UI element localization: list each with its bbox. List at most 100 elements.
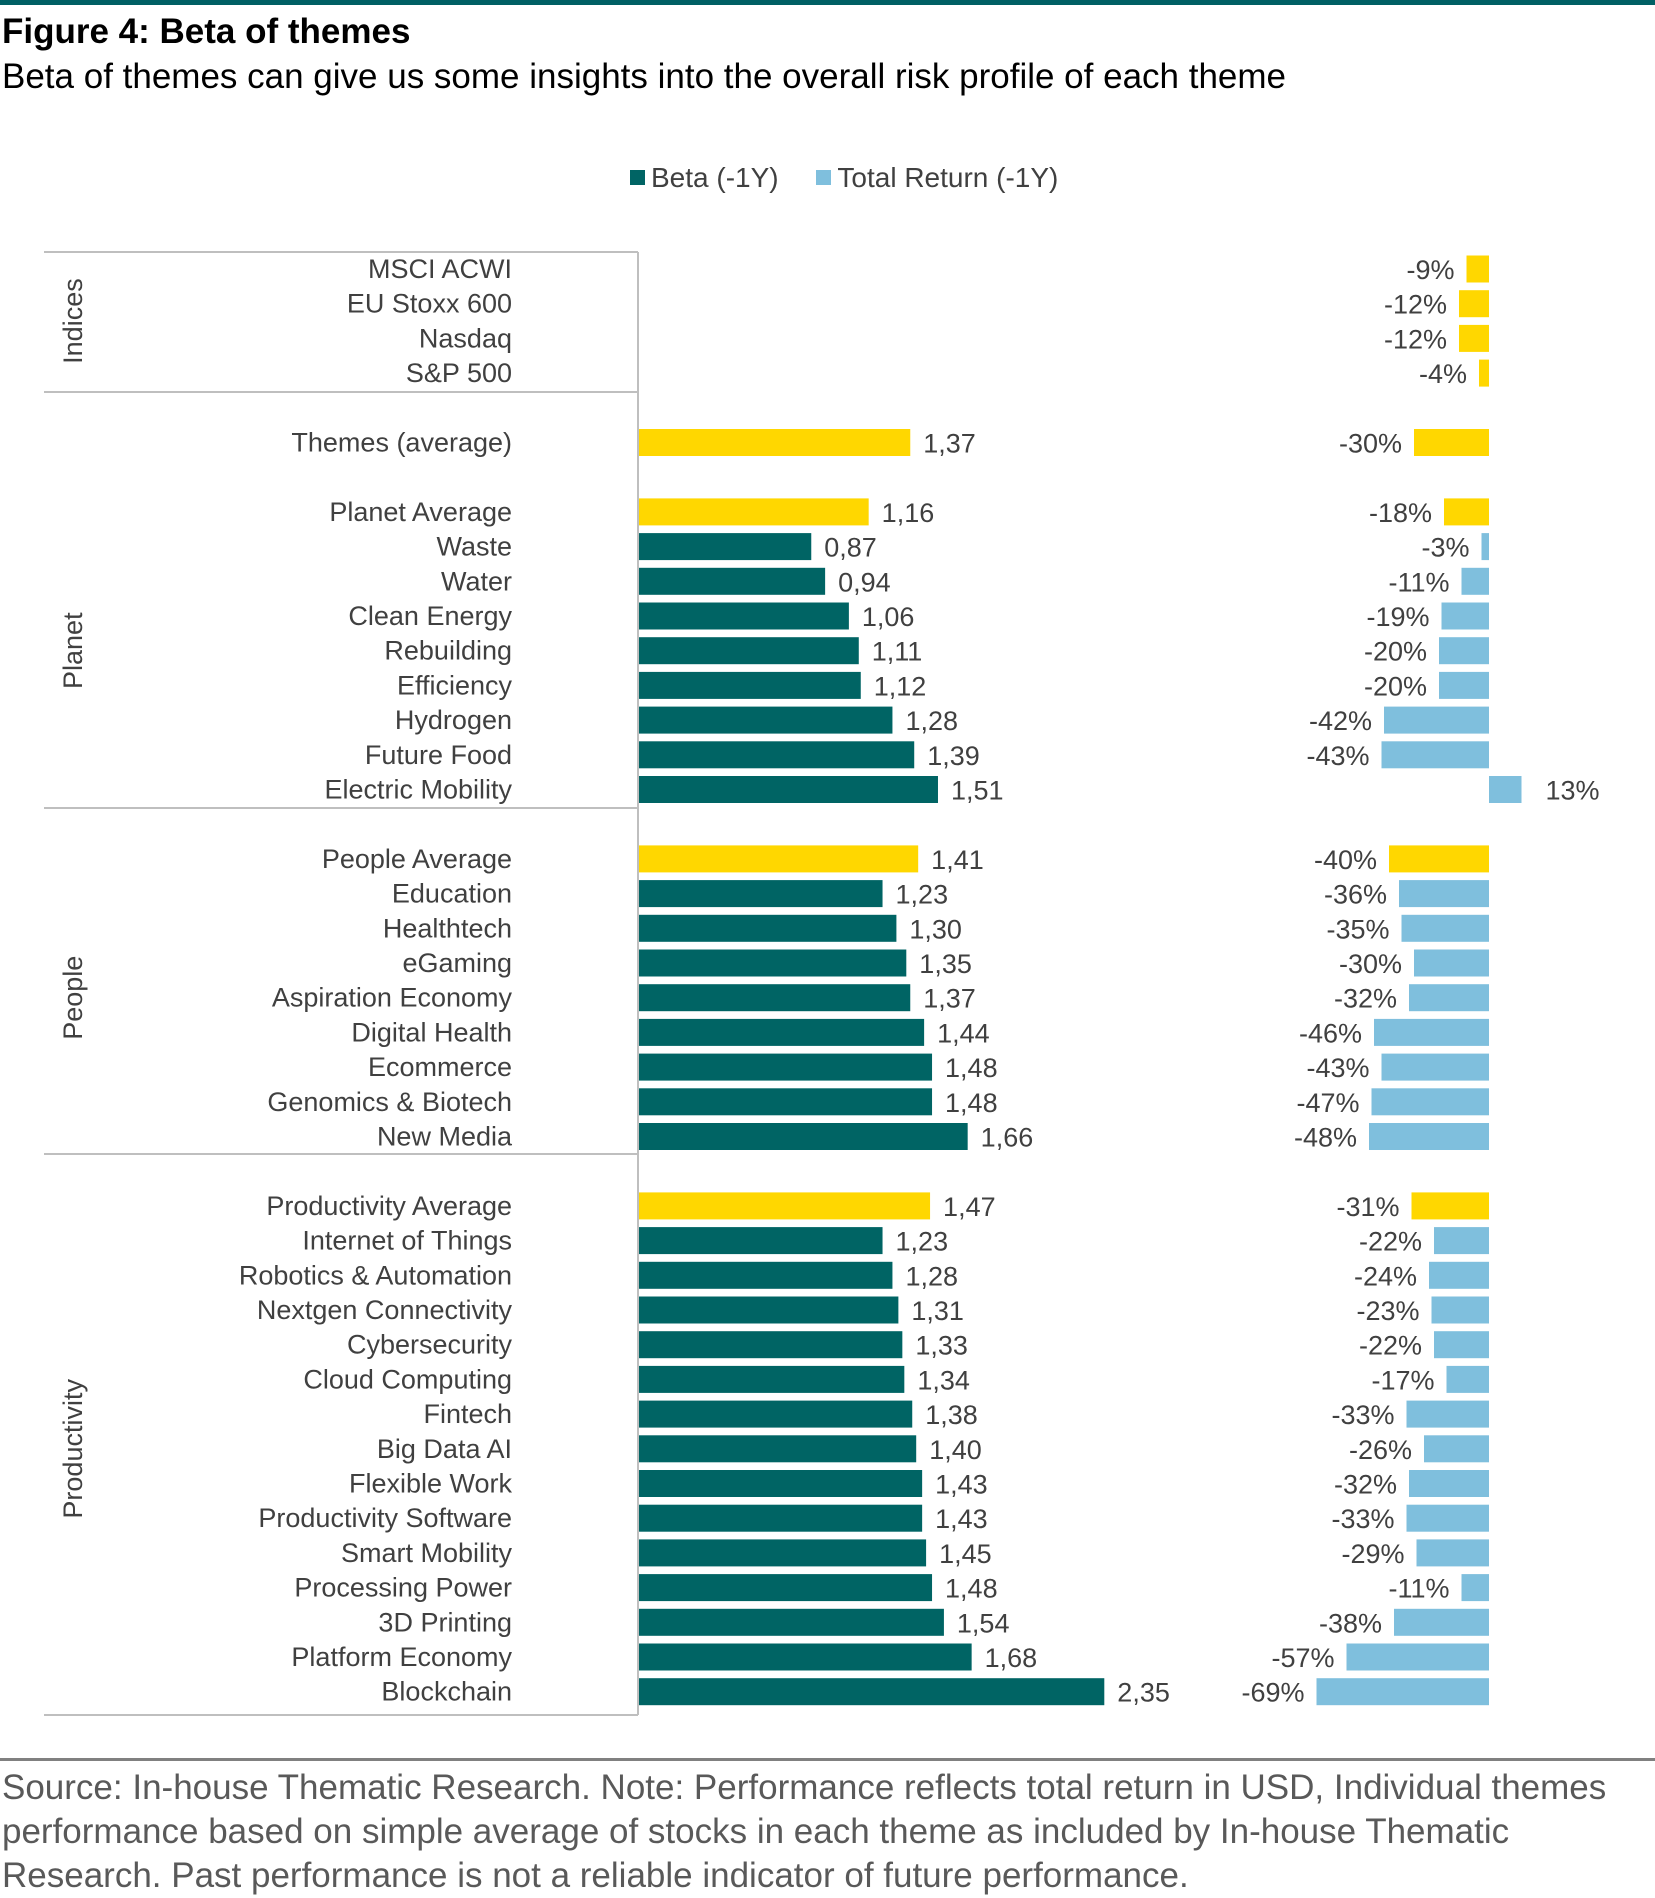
category-label-platform-economy: Platform Economy bbox=[291, 1642, 512, 1672]
return-value-label-clean-energy: -19% bbox=[1366, 602, 1429, 632]
beta-value-label-new-media: 1,66 bbox=[981, 1123, 1034, 1153]
return-value-label-processing-power: -11% bbox=[1388, 1574, 1449, 1604]
group-label-productivity: Productivity bbox=[58, 1379, 88, 1519]
beta-bar-big-data-ai bbox=[639, 1435, 917, 1463]
beta-bar-education bbox=[639, 880, 883, 908]
beta-bar-productivity-average bbox=[639, 1192, 931, 1220]
beta-bar-nextgen-connectivity bbox=[639, 1296, 899, 1324]
legend-swatch-beta bbox=[630, 170, 645, 185]
category-label-fintech: Fintech bbox=[423, 1399, 512, 1429]
return-bar-productivity-average bbox=[1411, 1192, 1489, 1220]
beta-bar-rebuilding bbox=[639, 637, 859, 665]
beta-value-label-processing-power: 1,48 bbox=[945, 1574, 998, 1604]
return-bar-efficiency bbox=[1439, 671, 1489, 699]
return-value-label-planet-average: -18% bbox=[1369, 498, 1432, 528]
beta-bar-aspiration-economy bbox=[639, 984, 911, 1012]
beta-bar-new-media bbox=[639, 1123, 968, 1150]
category-label-cybersecurity: Cybersecurity bbox=[347, 1330, 513, 1360]
beta-value-label-3d-printing: 1,54 bbox=[957, 1608, 1010, 1638]
return-value-label-electric-mobility: 13% bbox=[1546, 776, 1600, 806]
return-bar-nasdaq bbox=[1459, 324, 1489, 352]
beta-bar-smart-mobility bbox=[639, 1539, 927, 1567]
beta-bar-water bbox=[639, 567, 826, 595]
beta-bar-3d-printing bbox=[639, 1608, 944, 1636]
legend-item-beta: Beta (-1Y) bbox=[630, 162, 779, 194]
return-value-label-future-food: -43% bbox=[1306, 741, 1369, 771]
return-bar-aspiration-economy bbox=[1409, 984, 1489, 1012]
beta-value-label-cloud-computing: 1,34 bbox=[917, 1365, 970, 1395]
source-note: Source: In-house Thematic Research. Note… bbox=[2, 1768, 1607, 1895]
beta-bar-healthtech bbox=[639, 914, 897, 942]
return-value-label-digital-health: -46% bbox=[1299, 1018, 1362, 1048]
return-value-label-fintech: -33% bbox=[1331, 1400, 1394, 1430]
group-label-indices: Indices bbox=[58, 278, 88, 364]
legend-item-total-return: Total Return (-1Y) bbox=[816, 162, 1058, 194]
return-bar-hydrogen bbox=[1384, 706, 1489, 734]
return-value-label-healthtech: -35% bbox=[1326, 914, 1389, 944]
return-bar-rebuilding bbox=[1439, 637, 1489, 665]
category-label-processing-power: Processing Power bbox=[294, 1573, 512, 1603]
beta-bar-themes-average bbox=[639, 429, 911, 456]
return-bar-planet-average bbox=[1444, 498, 1489, 526]
legend-label-beta: Beta (-1Y) bbox=[651, 161, 779, 193]
beta-value-label-big-data-ai: 1,40 bbox=[929, 1435, 982, 1465]
return-value-label-cloud-computing: -17% bbox=[1371, 1365, 1434, 1395]
beta-bar-robotics-and-automation bbox=[639, 1261, 893, 1289]
return-value-label-egaming: -30% bbox=[1339, 949, 1402, 979]
return-bar-egaming bbox=[1414, 949, 1489, 977]
return-bar-big-data-ai bbox=[1424, 1435, 1489, 1463]
beta-bar-egaming bbox=[639, 949, 907, 977]
category-label-robotics-and-automation: Robotics & Automation bbox=[239, 1260, 512, 1290]
category-label-nextgen-connectivity: Nextgen Connectivity bbox=[257, 1295, 513, 1325]
beta-value-label-smart-mobility: 1,45 bbox=[939, 1539, 992, 1569]
beta-chart: MSCI ACWI -9% EU Stoxx 600 -12% Nasdaq -12% S&… bbox=[44, 251, 1600, 1717]
return-value-label-themes-average: -30% bbox=[1339, 429, 1402, 459]
category-label-efficiency: Efficiency bbox=[397, 670, 513, 700]
category-label-productivity-software: Productivity Software bbox=[258, 1503, 512, 1533]
return-bar-blockchain bbox=[1316, 1678, 1489, 1706]
category-label-themes-average: Themes (average) bbox=[291, 428, 512, 458]
category-label-nasdaq: Nasdaq bbox=[419, 323, 512, 353]
beta-bar-hydrogen bbox=[639, 706, 893, 734]
beta-value-label-digital-health: 1,44 bbox=[937, 1018, 990, 1048]
return-bar-electric-mobility bbox=[1489, 776, 1522, 803]
return-value-label-people-average: -40% bbox=[1314, 845, 1377, 875]
beta-value-label-waste: 0,87 bbox=[824, 533, 877, 563]
return-bar-robotics-and-automation bbox=[1429, 1261, 1489, 1289]
return-value-label-blockchain: -69% bbox=[1241, 1678, 1304, 1708]
category-label-waste: Waste bbox=[436, 532, 512, 562]
return-value-label-productivity-software: -33% bbox=[1331, 1504, 1394, 1534]
return-bar-cybersecurity bbox=[1434, 1331, 1489, 1359]
beta-bar-blockchain bbox=[639, 1678, 1105, 1706]
beta-value-label-flexible-work: 1,43 bbox=[935, 1470, 988, 1500]
footer-rule bbox=[0, 1758, 1655, 1761]
beta-value-label-planet-average: 1,16 bbox=[882, 498, 935, 528]
return-bar-ecommerce bbox=[1381, 1053, 1489, 1081]
beta-bar-internet-of-things bbox=[639, 1227, 883, 1255]
return-bar-internet-of-things bbox=[1434, 1227, 1489, 1255]
category-label-new-media: New Media bbox=[377, 1122, 513, 1152]
return-bar-flexible-work bbox=[1409, 1470, 1489, 1497]
beta-value-label-internet-of-things: 1,23 bbox=[896, 1227, 949, 1257]
beta-value-label-egaming: 1,35 bbox=[919, 949, 972, 979]
figure-subtitle: Beta of themes can give us some insights… bbox=[2, 57, 1286, 96]
legend-label-total-return: Total Return (-1Y) bbox=[837, 161, 1059, 193]
return-value-label-big-data-ai: -26% bbox=[1349, 1435, 1412, 1465]
return-bar-themes-average bbox=[1414, 429, 1489, 456]
return-value-label-3d-printing: -38% bbox=[1319, 1608, 1382, 1638]
beta-value-label-cybersecurity: 1,33 bbox=[915, 1331, 968, 1361]
beta-value-label-electric-mobility: 1,51 bbox=[951, 776, 1004, 806]
return-value-label-nasdaq: -12% bbox=[1384, 324, 1447, 354]
return-value-label-smart-mobility: -29% bbox=[1341, 1539, 1404, 1569]
category-label-msci-acwi: MSCI ACWI bbox=[368, 254, 512, 284]
return-bar-productivity-software bbox=[1406, 1504, 1489, 1532]
beta-bar-planet-average bbox=[639, 498, 869, 526]
beta-value-label-blockchain: 2,35 bbox=[1117, 1678, 1170, 1708]
beta-value-label-efficiency: 1,12 bbox=[874, 671, 927, 701]
beta-value-label-productivity-average: 1,47 bbox=[943, 1192, 996, 1222]
beta-value-label-productivity-software: 1,43 bbox=[935, 1504, 988, 1534]
category-label-smart-mobility: Smart Mobility bbox=[341, 1538, 513, 1568]
return-value-label-hydrogen: -42% bbox=[1309, 706, 1372, 736]
return-bar-healthtech bbox=[1401, 914, 1489, 942]
category-label-future-food: Future Food bbox=[365, 740, 512, 770]
